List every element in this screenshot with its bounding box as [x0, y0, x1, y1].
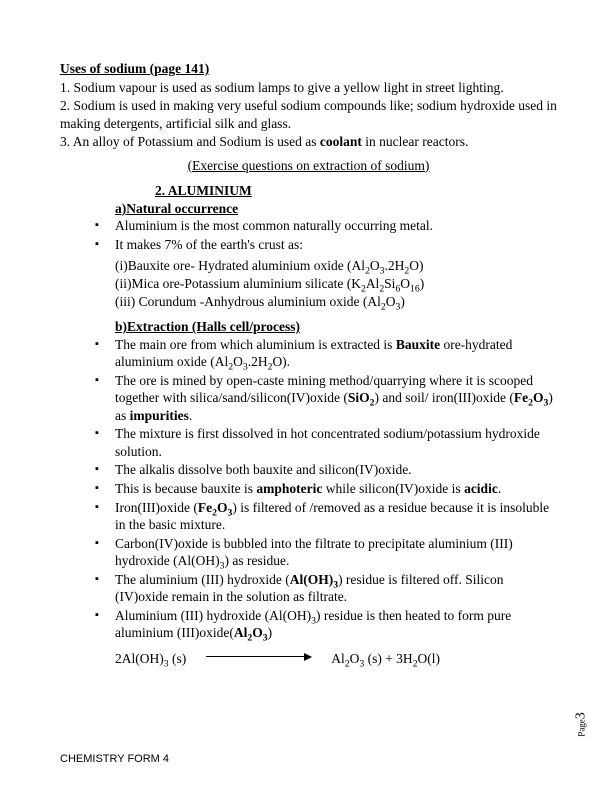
natural-heading: a)Natural occurrence	[115, 200, 557, 218]
natural-list: Aluminium is the most common naturally o…	[95, 217, 557, 253]
ore-ii: (ii)Mica ore-Potassium aluminium silicat…	[115, 275, 557, 293]
ext-6: Iron(III)oxide (Fe2O3) is filtered of /r…	[95, 499, 557, 534]
arrow-icon	[206, 656, 311, 657]
page-number: Page3	[572, 712, 590, 737]
ext-8: The aluminium (III) hydroxide (Al(OH)3) …	[95, 571, 557, 606]
natural-item-2: It makes 7% of the earth's crust as:	[95, 236, 557, 254]
natural-item-1: Aluminium is the most common naturally o…	[95, 217, 557, 235]
ext-2: The ore is mined by open-caste mining me…	[95, 372, 557, 425]
ext-9: Aluminium (III) hydroxide (Al(OH)3) resi…	[95, 607, 557, 642]
ext-7: Carbon(IV)oxide is bubbled into the filt…	[95, 535, 557, 570]
use-3: 3. An alloy of Potassium and Sodium is u…	[60, 133, 557, 151]
ext-1: The main ore from which aluminium is ext…	[95, 336, 557, 371]
extraction-list: The main ore from which aluminium is ext…	[95, 336, 557, 642]
use-2: 2. Sodium is used in making very useful …	[60, 97, 557, 132]
ext-4: The alkalis dissolve both bauxite and si…	[95, 461, 557, 479]
ore-iii: (iii) Corundum -Anhydrous aluminium oxid…	[115, 293, 557, 311]
equation: 2Al(OH)3 (s) Al2O3 (s) + 3H2O(l)	[115, 650, 557, 668]
uses-heading: Uses of sodium (page 141)	[60, 61, 209, 76]
footer-text: CHEMISTRY FORM 4	[60, 752, 169, 766]
aluminium-heading: 2. ALUMINIUM	[155, 182, 557, 200]
ore-i: (i)Bauxite ore- Hydrated aluminium oxide…	[115, 257, 557, 275]
ext-5: This is because bauxite is amphoteric wh…	[95, 480, 557, 498]
extraction-heading: b)Extraction (Halls cell/process)	[115, 318, 557, 336]
use-1: 1. Sodium vapour is used as sodium lamps…	[60, 79, 557, 97]
exercise-link: (Exercise questions on extraction of sod…	[60, 157, 557, 175]
ext-3: The mixture is first dissolved in hot co…	[95, 425, 557, 460]
